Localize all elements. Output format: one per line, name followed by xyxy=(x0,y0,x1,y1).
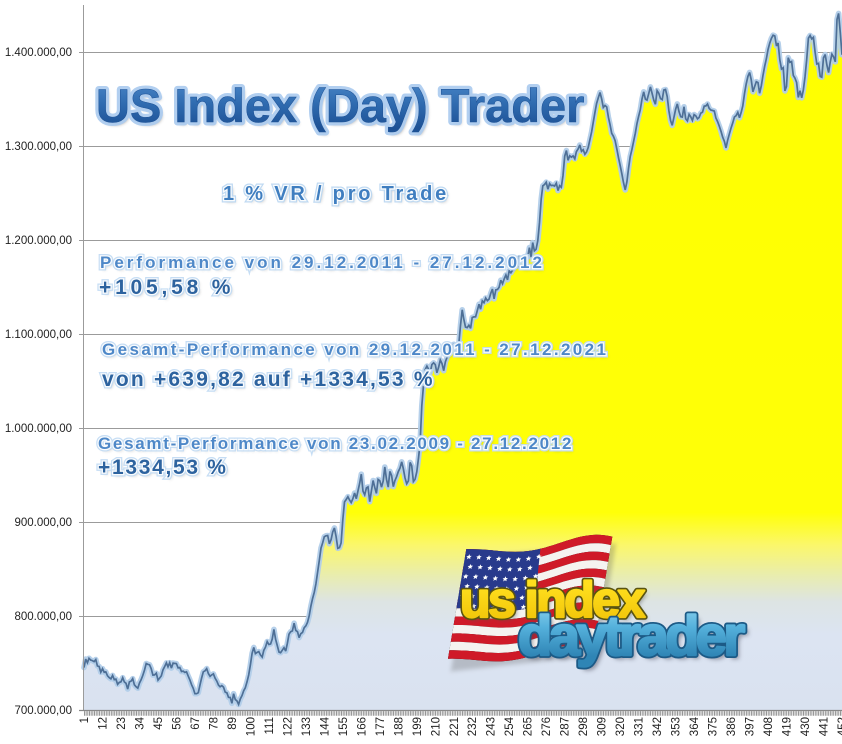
svg-text:1.000.000,00: 1.000.000,00 xyxy=(5,423,72,435)
svg-text:210: 210 xyxy=(430,717,442,736)
svg-text:Gesamt-Performance von 23.02: Gesamt-Performance von 23.02.2009 - 27.1… xyxy=(98,434,573,453)
svg-text:Gesamt-Performance von 29.12: Gesamt-Performance von 29.12.2011 - 27.1… xyxy=(104,342,610,361)
svg-text:1.100.000,00: 1.100.000,00 xyxy=(5,329,72,341)
svg-text:287: 287 xyxy=(560,717,572,736)
svg-text:US Index (Day) Trader: US Index (Day) Trader xyxy=(96,79,584,132)
svg-text:von +639,82 auf +1334,53 %: von +639,82 auf +1334,53 % xyxy=(102,368,435,391)
svg-text:342: 342 xyxy=(652,717,664,736)
svg-text:+105,58 %: +105,58 % xyxy=(99,276,234,299)
svg-text:353: 353 xyxy=(671,717,683,736)
svg-text:+1334,53 %: +1334,53 % xyxy=(98,456,228,479)
svg-text:Performance von 29.12.2011 -: Performance von 29.12.2011 - 27.12.2012 xyxy=(102,255,547,274)
svg-text:111: 111 xyxy=(264,717,276,734)
svg-text:254: 254 xyxy=(504,716,516,736)
svg-text:67: 67 xyxy=(190,717,202,730)
svg-text:276: 276 xyxy=(541,717,553,736)
svg-text:397: 397 xyxy=(745,717,757,736)
svg-text:34: 34 xyxy=(135,716,147,729)
svg-text:von +639,82 auf +1334,53 %: von +639,82 auf +1334,53 % xyxy=(102,368,435,391)
svg-text:Gesamt-Performance von 23.02: Gesamt-Performance von 23.02.2009 - 27.1… xyxy=(98,434,573,453)
svg-text:us index: us index xyxy=(460,572,646,628)
svg-text:199: 199 xyxy=(412,717,424,736)
svg-text:408: 408 xyxy=(763,717,775,736)
svg-text:+1334,53 %: +1334,53 % xyxy=(98,456,228,479)
svg-text:+1334,53 %: +1334,53 % xyxy=(98,456,228,479)
svg-text:us index: us index xyxy=(463,575,649,631)
svg-text:56: 56 xyxy=(171,717,183,730)
svg-text:177: 177 xyxy=(375,717,387,736)
svg-text:+105,58 %: +105,58 % xyxy=(101,278,236,301)
svg-text:1: 1 xyxy=(79,717,91,723)
svg-text:265: 265 xyxy=(523,717,535,736)
svg-text:419: 419 xyxy=(782,717,794,736)
svg-text:+105,58 %: +105,58 % xyxy=(99,276,234,299)
svg-text:1 % VR / pro Trade: 1 % VR / pro Trade xyxy=(223,183,449,205)
svg-text:1 % VR / pro Trade: 1 % VR / pro Trade xyxy=(225,185,451,207)
svg-text:298: 298 xyxy=(578,717,590,736)
svg-text:Performance von 29.12.2011 -: Performance von 29.12.2011 - 27.12.2012 xyxy=(100,253,545,272)
svg-text:144: 144 xyxy=(319,716,331,736)
svg-text:100: 100 xyxy=(245,717,257,736)
svg-text:166: 166 xyxy=(356,717,368,736)
svg-text:320: 320 xyxy=(615,717,627,736)
svg-text:452: 452 xyxy=(837,717,842,736)
svg-text:1.300.000,00: 1.300.000,00 xyxy=(5,141,72,153)
svg-text:1 % VR / pro Trade: 1 % VR / pro Trade xyxy=(223,183,449,205)
svg-text:375: 375 xyxy=(708,717,720,736)
svg-text:232: 232 xyxy=(467,717,479,736)
svg-text:+1334,53 %: +1334,53 % xyxy=(100,458,230,481)
svg-text:386: 386 xyxy=(726,717,738,736)
svg-text:Gesamt-Performance von 23.02: Gesamt-Performance von 23.02.2009 - 27.1… xyxy=(100,436,575,455)
svg-text:von +639,82 auf +1334,53 %: von +639,82 auf +1334,53 % xyxy=(104,370,437,393)
svg-text:Gesamt-Performance von 23.02: Gesamt-Performance von 23.02.2009 - 27.1… xyxy=(98,434,573,453)
svg-text:221: 221 xyxy=(449,717,461,736)
svg-text:US Index (Day) Trader: US Index (Day) Trader xyxy=(99,82,587,135)
svg-text:daytrader: daytrader xyxy=(518,604,744,667)
svg-text:364: 364 xyxy=(689,716,701,736)
svg-text:1.400.000,00: 1.400.000,00 xyxy=(5,47,72,59)
svg-text:700.000,00: 700.000,00 xyxy=(14,705,72,717)
svg-text:78: 78 xyxy=(208,717,220,730)
svg-text:23: 23 xyxy=(116,717,128,730)
svg-text:309: 309 xyxy=(597,717,609,736)
svg-text:US Index (Day) Trader: US Index (Day) Trader xyxy=(96,79,584,132)
svg-text:us index: us index xyxy=(460,572,646,628)
svg-text:133: 133 xyxy=(301,717,313,736)
svg-text:Gesamt-Performance von 29.12: Gesamt-Performance von 29.12.2011 - 27.1… xyxy=(102,340,608,359)
svg-text:daytrader: daytrader xyxy=(518,604,744,667)
svg-text:Performance von 29.12.2011 -: Performance von 29.12.2011 - 27.12.2012 xyxy=(100,253,545,272)
svg-text:188: 188 xyxy=(393,717,405,736)
svg-text:441: 441 xyxy=(819,717,831,736)
svg-text:Performance von 29.12.2011 -: Performance von 29.12.2011 - 27.12.2012 xyxy=(100,253,545,272)
svg-text:+105,58 %: +105,58 % xyxy=(99,276,234,299)
svg-text:daytrader: daytrader xyxy=(522,608,748,671)
svg-text:155: 155 xyxy=(338,717,350,736)
svg-text:12: 12 xyxy=(98,717,110,730)
svg-text:45: 45 xyxy=(153,717,165,730)
svg-text:331: 331 xyxy=(634,717,646,736)
svg-text:1.200.000,00: 1.200.000,00 xyxy=(5,235,72,247)
svg-text:900.000,00: 900.000,00 xyxy=(14,517,72,529)
svg-text:243: 243 xyxy=(486,717,498,736)
svg-text:800.000,00: 800.000,00 xyxy=(14,611,72,623)
svg-text:von +639,82 auf +1334,53 %: von +639,82 auf +1334,53 % xyxy=(102,368,435,391)
svg-text:Gesamt-Performance von 29.12: Gesamt-Performance von 29.12.2011 - 27.1… xyxy=(102,340,608,359)
svg-text:89: 89 xyxy=(227,717,239,730)
svg-text:430: 430 xyxy=(800,717,812,736)
svg-text:1 % VR / pro Trade: 1 % VR / pro Trade xyxy=(223,183,449,205)
svg-text:122: 122 xyxy=(282,717,294,736)
svg-text:Gesamt-Performance von 29.12: Gesamt-Performance von 29.12.2011 - 27.1… xyxy=(102,340,608,359)
